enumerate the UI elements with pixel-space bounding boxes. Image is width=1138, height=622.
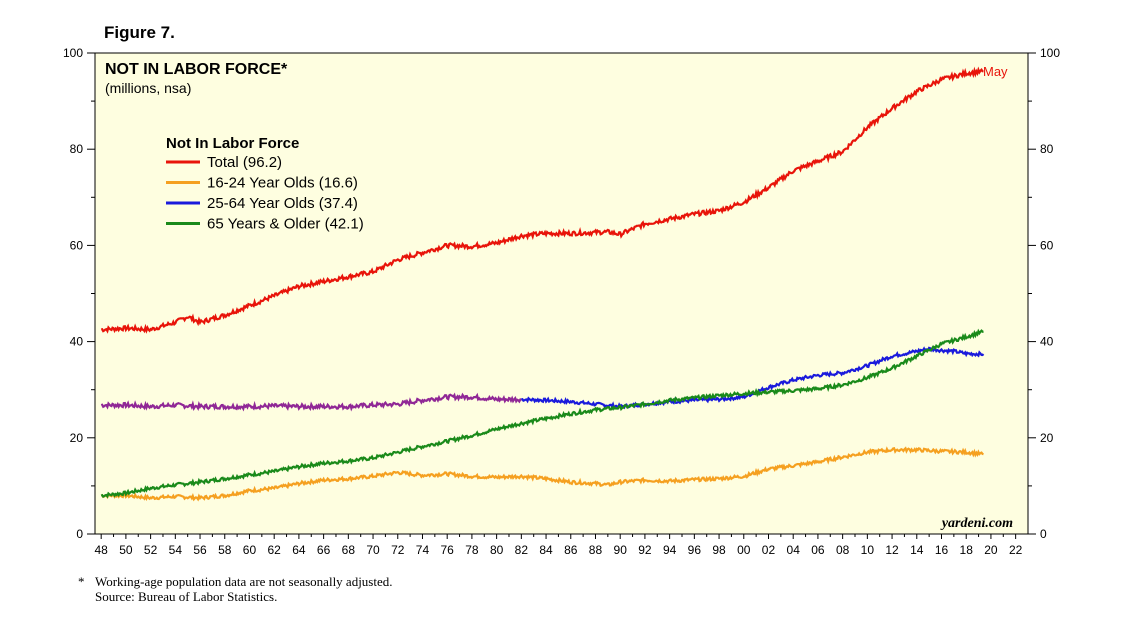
x-tick-label: 50 <box>119 543 133 557</box>
x-tick-label: 94 <box>663 543 677 557</box>
x-tick-label: 86 <box>564 543 578 557</box>
legend-label-age-16-24: 16-24 Year Olds (16.6) <box>207 175 358 192</box>
x-tick-label: 92 <box>638 543 652 557</box>
x-tick-label: 98 <box>712 543 726 557</box>
y-tick-label-left: 100 <box>63 46 83 60</box>
x-tick-label: 66 <box>317 543 331 557</box>
x-tick-label: 90 <box>614 543 628 557</box>
x-tick-label: 60 <box>243 543 257 557</box>
y-tick-label-left: 0 <box>76 527 83 541</box>
x-tick-label: 54 <box>169 543 183 557</box>
x-tick-label: 02 <box>762 543 776 557</box>
plot-background <box>94 52 1029 535</box>
x-tick-label: 00 <box>737 543 751 557</box>
footnote-source: Source: Bureau of Labor Statistics. <box>95 589 278 604</box>
x-tick-label: 70 <box>366 543 380 557</box>
x-tick-label: 56 <box>193 543 207 557</box>
x-tick-label: 58 <box>218 543 232 557</box>
y-tick-label-right: 40 <box>1040 335 1054 349</box>
legend-label-age-65-plus: 65 Years & Older (42.1) <box>207 216 364 233</box>
footnote: * Working-age population data are not sea… <box>78 574 393 604</box>
y-tick-label-right: 60 <box>1040 238 1054 252</box>
x-tick-label: 16 <box>935 543 949 557</box>
x-tick-label: 82 <box>515 543 529 557</box>
x-tick-label: 68 <box>342 543 356 557</box>
x-tick-label: 96 <box>688 543 702 557</box>
x-tick-label: 10 <box>861 543 875 557</box>
x-tick-label: 78 <box>465 543 479 557</box>
x-tick-label: 06 <box>811 543 825 557</box>
x-tick-label: 12 <box>885 543 899 557</box>
x-tick-label: 14 <box>910 543 924 557</box>
series-line-age-25-64-early <box>100 392 522 412</box>
series-line-age-16-24 <box>100 446 984 502</box>
x-tick-label: 84 <box>539 543 553 557</box>
x-tick-label: 76 <box>441 543 455 557</box>
figure-label: Figure 7. <box>104 23 175 42</box>
y-tick-label-left: 40 <box>70 335 84 349</box>
x-tick-label: 72 <box>391 543 405 557</box>
y-tick-label-left: 20 <box>70 431 84 445</box>
series-line-age-25-64 <box>521 346 985 410</box>
legend-label-total: Total (96.2) <box>207 154 282 171</box>
x-tick-label: 22 <box>1009 543 1023 557</box>
y-tick-label-right: 20 <box>1040 431 1054 445</box>
x-tick-label: 64 <box>292 543 306 557</box>
x-tick-label: 04 <box>787 543 801 557</box>
x-tick-label: 52 <box>144 543 158 557</box>
series-line-total <box>100 66 984 334</box>
y-tick-label-right: 100 <box>1040 46 1060 60</box>
x-tick-label: 08 <box>836 543 850 557</box>
y-tick-label-right: 0 <box>1040 527 1047 541</box>
chart-subtitle: (millions, nsa) <box>105 80 191 96</box>
x-tick-label: 74 <box>416 543 430 557</box>
footnote-note: Working-age population data are not seas… <box>95 574 393 589</box>
x-tick-label: 80 <box>490 543 504 557</box>
y-tick-label-left: 80 <box>70 142 84 156</box>
chart-title: NOT IN LABOR FORCE* <box>105 61 288 78</box>
legend-label-age-25-64: 25-64 Year Olds (37.4) <box>207 195 358 212</box>
x-tick-label: 48 <box>94 543 108 557</box>
y-tick-label-right: 80 <box>1040 142 1054 156</box>
series-line-age-65-plus <box>100 328 984 499</box>
x-tick-label: 88 <box>589 543 603 557</box>
legend-title: Not In Labor Force <box>166 135 299 152</box>
series-lines <box>100 66 985 502</box>
x-tick-label: 20 <box>984 543 998 557</box>
x-tick-label: 62 <box>268 543 282 557</box>
end-label: May <box>983 64 1008 79</box>
legend: Total (96.2) 16-24 Year Olds (16.6) 25-64 … <box>166 154 364 233</box>
x-tick-label: 18 <box>960 543 974 557</box>
footnote-star: * <box>78 574 85 589</box>
watermark: yardeni.com <box>940 516 1013 531</box>
y-tick-label-left: 60 <box>70 238 84 252</box>
